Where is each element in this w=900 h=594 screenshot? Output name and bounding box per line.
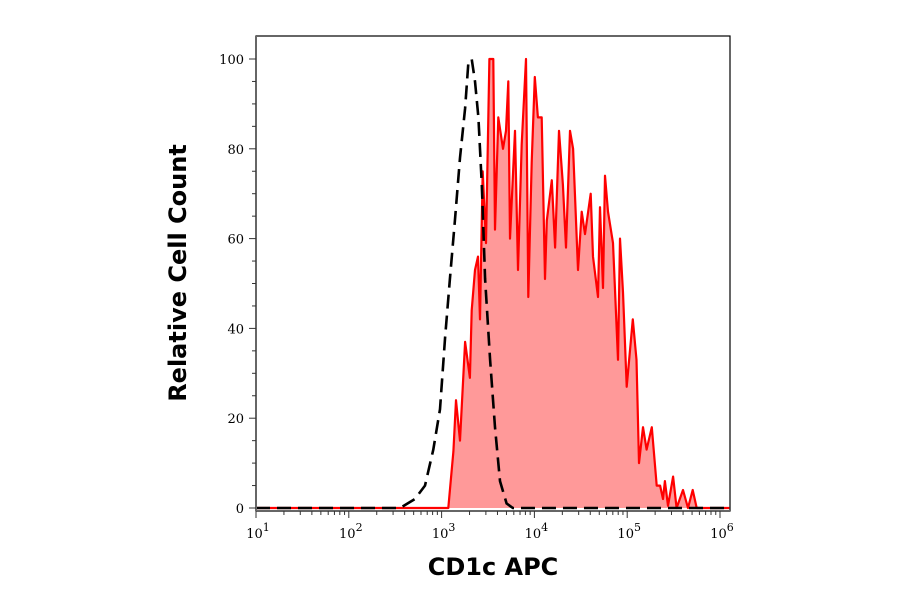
y-tick-label: 40: [227, 322, 244, 337]
x-tick-exponent: 3: [448, 521, 455, 534]
x-tick-base: 10: [339, 527, 356, 542]
stained-histogram-fill: [256, 59, 730, 508]
x-tick-base: 10: [617, 527, 634, 542]
x-axis-ticks: 101 102 103 104 105 106: [246, 511, 734, 542]
y-tick-label: 20: [227, 412, 244, 427]
x-tick-base: 10: [246, 527, 263, 542]
x-tick-exponent: 1: [263, 521, 270, 534]
x-tick-base: 10: [710, 527, 727, 542]
x-tick-exponent: 5: [634, 521, 641, 534]
x-tick-label: 103: [432, 521, 456, 542]
x-tick-label: 102: [339, 521, 363, 542]
x-tick-base: 10: [432, 527, 449, 542]
x-tick-label: 106: [710, 521, 734, 542]
stained-histogram-line: [256, 57, 730, 510]
x-tick-exponent: 4: [541, 521, 548, 534]
plot-marks: [256, 55, 730, 510]
y-axis-title: Relative Cell Count: [164, 144, 192, 402]
x-tick-label: 101: [246, 521, 270, 542]
x-tick-exponent: 6: [727, 521, 734, 534]
y-axis-ticks: 0 20 40 60 80 100: [219, 53, 256, 517]
x-tick-exponent: 2: [356, 521, 363, 534]
y-tick-label: 60: [227, 233, 244, 248]
x-axis-title: CD1c APC: [428, 553, 559, 581]
x-tick-label: 105: [617, 521, 641, 542]
y-tick-label: 100: [219, 53, 244, 68]
x-tick-base: 10: [525, 527, 542, 542]
control-histogram-line: [256, 55, 730, 510]
y-tick-label: 80: [227, 143, 244, 158]
x-tick-label: 104: [525, 521, 549, 542]
y-tick-label: 0: [236, 502, 244, 517]
